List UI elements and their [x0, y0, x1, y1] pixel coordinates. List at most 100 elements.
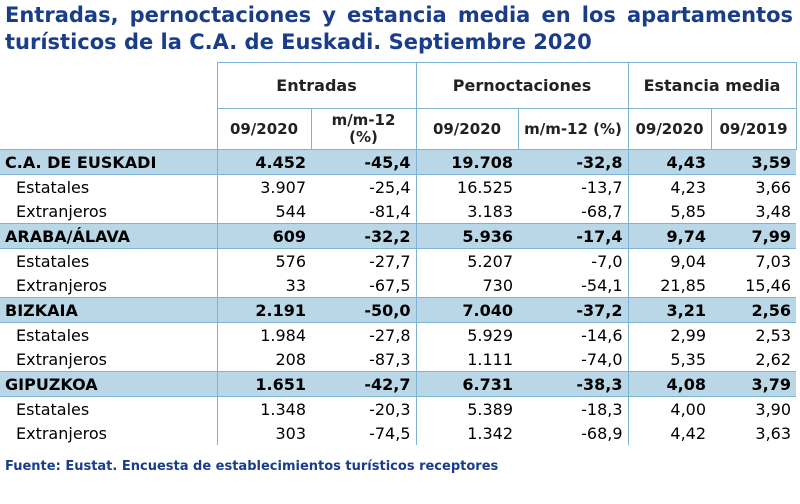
statistics-table: Entradas Pernoctaciones Estancia media 0… [0, 62, 797, 445]
cell-value: -74,0 [581, 349, 623, 369]
cell-value: -27,7 [369, 251, 411, 271]
cell-value: 9,74 [627, 223, 712, 249]
cell-value: 7,99 [711, 223, 797, 249]
cell-value: 1.342 [415, 421, 518, 445]
cell-value: -32,8 [518, 149, 629, 175]
cell-value: 3.907 [216, 174, 311, 199]
cell-value: 1.651 [216, 371, 311, 397]
page-title: Entradas, pernoctaciones y estancia medi… [5, 3, 793, 54]
row-label: Estatales [16, 325, 90, 345]
cell-value: 576 [216, 248, 311, 273]
cell-value: 4,00 [627, 396, 712, 421]
cell-value: -45,4 [311, 149, 416, 175]
table-row: Estatales 1.348 -20,3 5.389 -18,3 4,00 3,90 [0, 396, 796, 421]
cell-value: 4,42 [627, 421, 712, 445]
table-row: Estatales 576 -27,7 5.207 -7,0 9,04 7,03 [0, 248, 796, 273]
group-header-pernoctaciones: Pernoctaciones [415, 62, 629, 109]
row-label: C.A. DE EUSKADI [0, 149, 217, 175]
header-corner-2 [0, 109, 217, 150]
table-row-region: GIPUZKOA 1.651 -42,7 6.731 -38,3 4,08 3,79 [0, 371, 797, 397]
table-row: Extranjeros 208 -87,3 1.111 -74,0 5,35 2,62 [0, 347, 796, 372]
cell-value: 3.183 [415, 199, 518, 224]
cell-value: 6.731 [415, 371, 518, 397]
cell-value: 1.348 [216, 396, 311, 421]
cell-value: 3,90 [755, 399, 792, 419]
row-label: Estatales [16, 177, 90, 197]
cell-value: -14,6 [581, 325, 623, 345]
table-row: Estatales 3.907 -25,4 16.525 -13,7 4,23 3,66 [0, 174, 796, 199]
table-row: Estatales 1.984 -27,8 5.929 -14,6 2,99 2,53 [0, 322, 796, 347]
cell-value: -17,4 [518, 223, 629, 249]
table-body: C.A. DE EUSKADI 4.452 -45,4 19.708 -32,8 4,43… [0, 149, 797, 445]
cell-value: 15,46 [745, 275, 792, 295]
cell-value: 1.111 [415, 347, 518, 372]
cell-value: -7,0 [591, 251, 623, 271]
cell-value: -37,2 [518, 297, 629, 323]
column-header-entradas-period: 09/2020 [216, 108, 312, 150]
cell-value: -50,0 [311, 297, 416, 323]
column-header-entradas-var: m/m-12 (%) [310, 108, 417, 150]
cell-value: 3,59 [711, 149, 797, 175]
group-header-entradas: Entradas [216, 62, 417, 109]
header-row-groups: Entradas Pernoctaciones Estancia media [0, 62, 797, 109]
group-header-estancia: Estancia media [627, 62, 797, 109]
row-label: Extranjeros [16, 201, 108, 221]
cell-value: 4,43 [627, 149, 712, 175]
table-row: Extranjeros 303 -74,5 1.342 -68,9 4,42 3,63 [0, 421, 796, 445]
column-header-estancia-2020: 09/2020 [627, 108, 712, 150]
row-label: ARABA/ÁLAVA [0, 223, 217, 249]
cell-value: 609 [216, 223, 311, 249]
cell-value: -18,3 [581, 399, 623, 419]
cell-value: 4,23 [627, 174, 712, 199]
column-header-pernoctaciones-period: 09/2020 [415, 108, 519, 150]
header-corner [0, 63, 217, 109]
cell-value: -32,2 [311, 223, 416, 249]
cell-value: 7.040 [415, 297, 518, 323]
cell-value: 2,56 [711, 297, 797, 323]
table-row: Extranjeros 544 -81,4 3.183 -68,7 5,85 3,48 [0, 199, 796, 224]
cell-value: -27,8 [369, 325, 411, 345]
cell-value: 303 [216, 421, 311, 445]
row-label: Extranjeros [16, 275, 108, 295]
cell-value: -67,5 [369, 275, 411, 295]
cell-value: 2,99 [627, 322, 712, 347]
cell-value: -74,5 [369, 423, 411, 443]
cell-value: 2,53 [755, 325, 792, 345]
cell-value: 9,04 [627, 248, 712, 273]
cell-value: -87,3 [369, 349, 411, 369]
row-label: Extranjeros [16, 349, 108, 369]
cell-value: 5,35 [627, 347, 712, 372]
row-label: Estatales [16, 399, 90, 419]
cell-value: 5.936 [415, 223, 518, 249]
cell-value: 2.191 [216, 297, 311, 323]
cell-value: 5.207 [415, 248, 518, 273]
cell-value: -42,7 [311, 371, 416, 397]
cell-value: 33 [216, 273, 311, 298]
cell-value: 1.984 [216, 322, 311, 347]
cell-value: 4,08 [627, 371, 712, 397]
cell-value: 3,21 [627, 297, 712, 323]
cell-value: -81,4 [369, 201, 411, 221]
cell-value: 7,03 [755, 251, 792, 271]
table-row-region: ARABA/ÁLAVA 609 -32,2 5.936 -17,4 9,74 7,99 [0, 223, 797, 249]
cell-value: 5.389 [415, 396, 518, 421]
cell-value: 2,62 [755, 349, 792, 369]
cell-value: 16.525 [415, 174, 518, 199]
cell-value: -20,3 [369, 399, 411, 419]
cell-value: 544 [216, 199, 311, 224]
row-label: Estatales [16, 251, 90, 271]
column-header-pernoctaciones-var: m/m-12 (%) [517, 108, 629, 150]
cell-value: 5,85 [627, 199, 712, 224]
cell-value: 3,66 [755, 177, 792, 197]
cell-value: -38,3 [518, 371, 629, 397]
cell-value: -68,7 [581, 201, 623, 221]
cell-value: -13,7 [581, 177, 623, 197]
column-header-estancia-2019: 09/2019 [710, 108, 797, 150]
cell-value: 3,79 [711, 371, 797, 397]
row-label: Extranjeros [16, 423, 108, 443]
cell-value: 3,63 [755, 423, 792, 443]
cell-value: 19.708 [415, 149, 518, 175]
cell-value: 730 [415, 273, 518, 298]
table-row-region: BIZKAIA 2.191 -50,0 7.040 -37,2 3,21 2,56 [0, 297, 797, 323]
cell-value: -25,4 [369, 177, 411, 197]
